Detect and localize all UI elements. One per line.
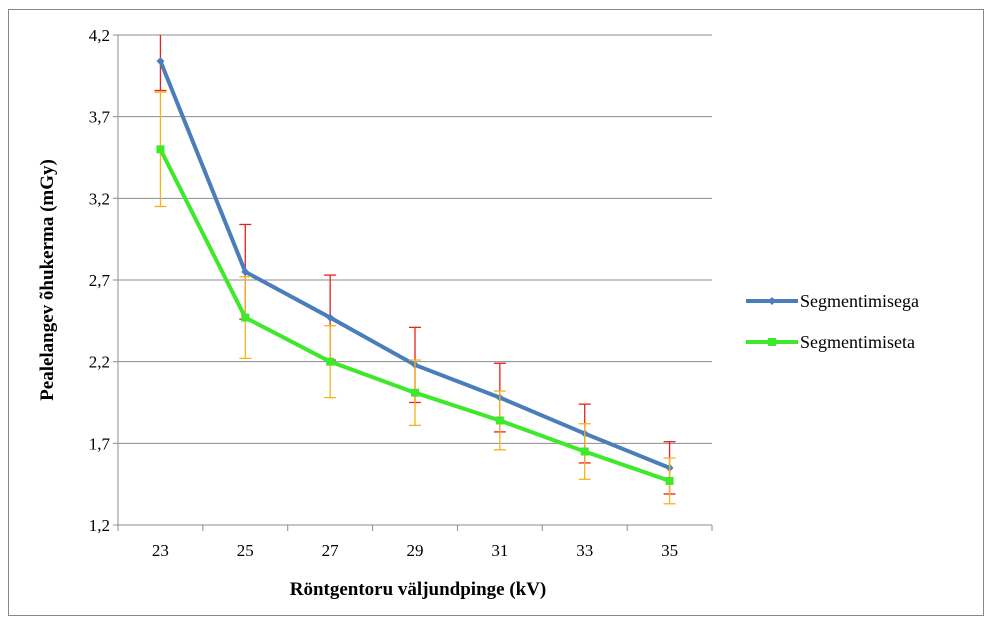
data-point [156,145,165,154]
data-point [326,313,335,322]
legend-marker [768,297,776,305]
legend-label: Segmentimisega [800,291,919,311]
x-tick-label: 25 [237,541,254,560]
series-group [154,35,676,505]
data-point [495,416,504,425]
series-segmentimiseta [154,91,676,505]
y-tick-label: 1,2 [89,516,110,535]
axes: 1,2 1,7 2,2 2,7 3,2 3,7 4,2 23 25 27 29 31 33 35 [89,26,713,560]
data-point [411,388,419,397]
y-axis-title: Pealelangev õhukerma (mGy) [37,159,58,401]
data-point [326,357,335,366]
legend-marker [768,338,776,346]
y-tick-label: 2,2 [89,353,110,372]
x-tick-label: 33 [576,541,593,560]
x-tick-label: 29 [407,541,424,560]
x-tick-label: 27 [322,541,340,560]
legend: Segmentimisega Segmentimiseta [746,291,919,352]
x-tick-label: 35 [661,541,678,560]
y-tick-label: 3,2 [89,189,110,208]
x-tick-label: 31 [491,541,508,560]
data-point [241,313,250,322]
data-point [665,476,674,485]
data-point [156,57,165,66]
legend-item: Segmentimiseta [746,332,915,352]
legend-item: Segmentimisega [746,291,919,311]
y-tick-label: 3,7 [89,108,111,127]
x-axis-title: Röntgentoru väljundpinge (kV) [290,579,547,600]
y-tick-label: 2,7 [89,271,111,290]
y-tick-label: 1,7 [89,434,111,453]
series-line [158,148,671,483]
y-tick-label: 4,2 [89,26,110,45]
chart-area [8,9,984,616]
x-tick-label: 23 [152,541,169,560]
data-point [241,267,250,276]
legend-label: Segmentimiseta [800,332,915,352]
data-point [580,447,589,456]
